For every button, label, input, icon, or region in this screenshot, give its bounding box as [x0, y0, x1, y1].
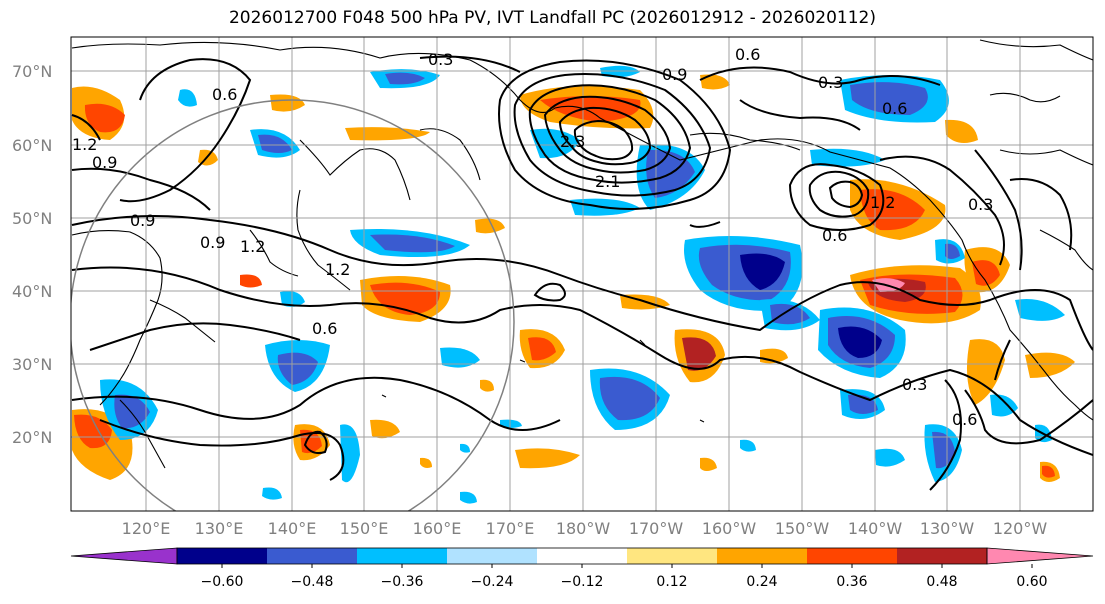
contour-label: 1.2 — [325, 260, 350, 279]
colorbar-swatch — [897, 548, 988, 564]
lon-label: 160°W — [702, 519, 757, 538]
coastlines — [71, 39, 1093, 469]
colorbar-tick-label: 0.12 — [656, 574, 687, 590]
lat-label: 30°N — [12, 355, 52, 374]
contour-label: 1.2 — [870, 193, 895, 212]
lon-label: 130°E — [195, 519, 244, 538]
contour-label: 1.2 — [72, 135, 97, 154]
range-circle — [71, 99, 515, 511]
colorbar-extend-high — [986, 547, 1094, 565]
longitude-labels: 120°E 130°E 140°E 150°E 160°E 170°E 180°… — [122, 519, 1048, 538]
lon-label: 170°E — [486, 519, 535, 538]
contour-label: 0.9 — [662, 65, 687, 84]
latitude-labels: 70°N 60°N 50°N 40°N 30°N 20°N — [12, 62, 52, 447]
contour-label: 0.6 — [212, 85, 237, 104]
colorbar-tick-label: 0.36 — [836, 574, 867, 590]
contour-label: 2.1 — [595, 172, 620, 191]
colorbar-swatch — [807, 548, 898, 564]
lat-label: 40°N — [12, 282, 52, 301]
contour-label: 0.3 — [902, 375, 927, 394]
colorbar-tick-label: −0.48 — [291, 574, 334, 590]
colorbar-tick-label: −0.36 — [381, 574, 424, 590]
lon-label: 120°W — [993, 519, 1048, 538]
colorbar-tick-label: −0.60 — [201, 574, 244, 590]
map-title: 2026012700 F048 500 hPa PV, IVT Landfall… — [228, 8, 876, 28]
lat-label: 50°N — [12, 209, 52, 228]
colorbar-tick-label: −0.24 — [471, 574, 514, 590]
colorbar-swatch — [447, 548, 538, 564]
colorbar-tick-label: 0.24 — [746, 574, 777, 590]
lat-label: 70°N — [12, 62, 52, 81]
lon-label: 130°W — [920, 519, 975, 538]
contour-label: 0.6 — [735, 45, 760, 64]
colorbar-tick-label: −0.12 — [561, 574, 604, 590]
contour-label: 0.6 — [312, 319, 337, 338]
colorbar: −0.60 −0.48 −0.36 −0.24 −0.12 0.12 0.24 0.36 0.4… — [70, 547, 1094, 590]
contour-label: 0.6 — [822, 226, 847, 245]
contour-label: 2.3 — [560, 132, 585, 151]
contour-label: 0.9 — [130, 211, 155, 230]
contour-labels: 0.3 0.6 0.9 1.2 2.1 2.3 0.6 0.9 1.2 0.9 … — [72, 45, 993, 429]
colorbar-tick-label: 0.60 — [1016, 574, 1047, 590]
lon-label: 140°E — [268, 519, 317, 538]
contour-label: 0.6 — [882, 99, 907, 118]
lon-label: 140°W — [848, 519, 903, 538]
pv-anomaly-shading — [72, 65, 1075, 504]
colorbar-swatch — [177, 548, 268, 564]
colorbar-swatch — [717, 548, 808, 564]
map-frame — [70, 36, 1094, 512]
contour-label: 0.3 — [968, 195, 993, 214]
lon-label: 180°W — [556, 519, 611, 538]
contour-label: 0.6 — [952, 410, 977, 429]
contour-label: 0.3 — [818, 73, 843, 92]
contour-label: 0.9 — [92, 153, 117, 172]
lon-label: 160°E — [413, 519, 462, 538]
pv-contours — [71, 55, 1093, 491]
lat-label: 20°N — [12, 428, 52, 447]
graticule — [71, 37, 1093, 511]
lat-label: 60°N — [12, 136, 52, 155]
contour-label: 0.3 — [428, 50, 453, 69]
contour-label: 0.9 — [200, 233, 225, 252]
colorbar-tick-label: 0.48 — [926, 574, 957, 590]
colorbar-swatch — [627, 548, 718, 564]
lon-label: 150°E — [340, 519, 389, 538]
colorbar-swatch — [537, 548, 628, 564]
lon-label: 170°W — [629, 519, 684, 538]
colorbar-swatch — [357, 548, 448, 564]
lon-label: 120°E — [122, 519, 171, 538]
colorbar-swatch — [267, 548, 358, 564]
colorbar-extend-low — [70, 547, 178, 565]
lon-label: 150°W — [775, 519, 830, 538]
contour-label: 1.2 — [240, 237, 265, 256]
